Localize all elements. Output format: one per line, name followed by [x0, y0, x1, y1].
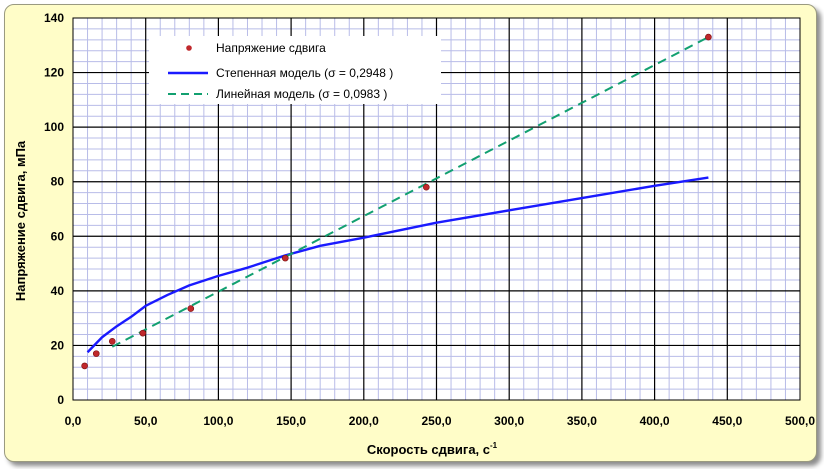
- legend-box: [149, 36, 441, 104]
- legend-label-points: Напряжение сдвига: [216, 41, 326, 55]
- legend-label-linear: Линейная модель (σ = 0,0983 ): [216, 87, 387, 101]
- x-tick-label: 250,0: [421, 414, 451, 428]
- legend: Напряжение сдвига Степенная модель (σ = …: [149, 36, 441, 104]
- x-tick-label: 200,0: [349, 414, 379, 428]
- x-tick-label: 450,0: [712, 414, 742, 428]
- series-layer: [81, 33, 712, 370]
- data-point: [423, 183, 430, 191]
- data-point: [81, 362, 88, 370]
- data-point: [281, 254, 289, 262]
- y-tick-label: 100: [44, 120, 64, 134]
- x-tick-label: 50,0: [134, 414, 158, 428]
- x-tick-label: 400,0: [640, 414, 670, 428]
- x-axis-ticks: 0,0 50,0 100,0 150,0 200,0 250,0 300,0 350,0 400…: [65, 414, 816, 428]
- legend-label-power: Степенная модель (σ = 0,2948 ): [216, 66, 393, 80]
- y-tick-label: 140: [44, 11, 64, 25]
- y-tick-label: 0: [57, 393, 64, 407]
- x-tick-label: 150,0: [276, 414, 306, 428]
- x-tick-label: 0,0: [65, 414, 82, 428]
- y-tick-label: 40: [51, 284, 65, 298]
- data-point: [108, 338, 116, 345]
- data-point: [92, 350, 100, 357]
- x-tick-label: 350,0: [567, 414, 597, 428]
- series-line-2: [111, 36, 709, 348]
- data-point: [705, 33, 712, 41]
- y-tick-label: 120: [44, 66, 64, 80]
- legend-marker-points: [186, 45, 192, 51]
- y-tick-label: 60: [51, 229, 65, 243]
- y-axis-title: Напряжение сдвига, мПа: [13, 140, 28, 301]
- data-point: [187, 305, 195, 312]
- data-point: [139, 329, 147, 337]
- x-tick-label: 300,0: [494, 414, 524, 428]
- series-line-1: [86, 176, 709, 354]
- y-axis-ticks: 0 20 40 60 80 100 120 140: [44, 11, 64, 407]
- x-tick-label: 500,0: [785, 414, 815, 428]
- x-tick-label: 100,0: [203, 414, 233, 428]
- y-tick-label: 20: [51, 338, 65, 352]
- y-tick-label: 80: [51, 175, 65, 189]
- plot-border: [72, 17, 801, 401]
- x-axis-title: Скорость сдвига, с-1: [367, 441, 498, 457]
